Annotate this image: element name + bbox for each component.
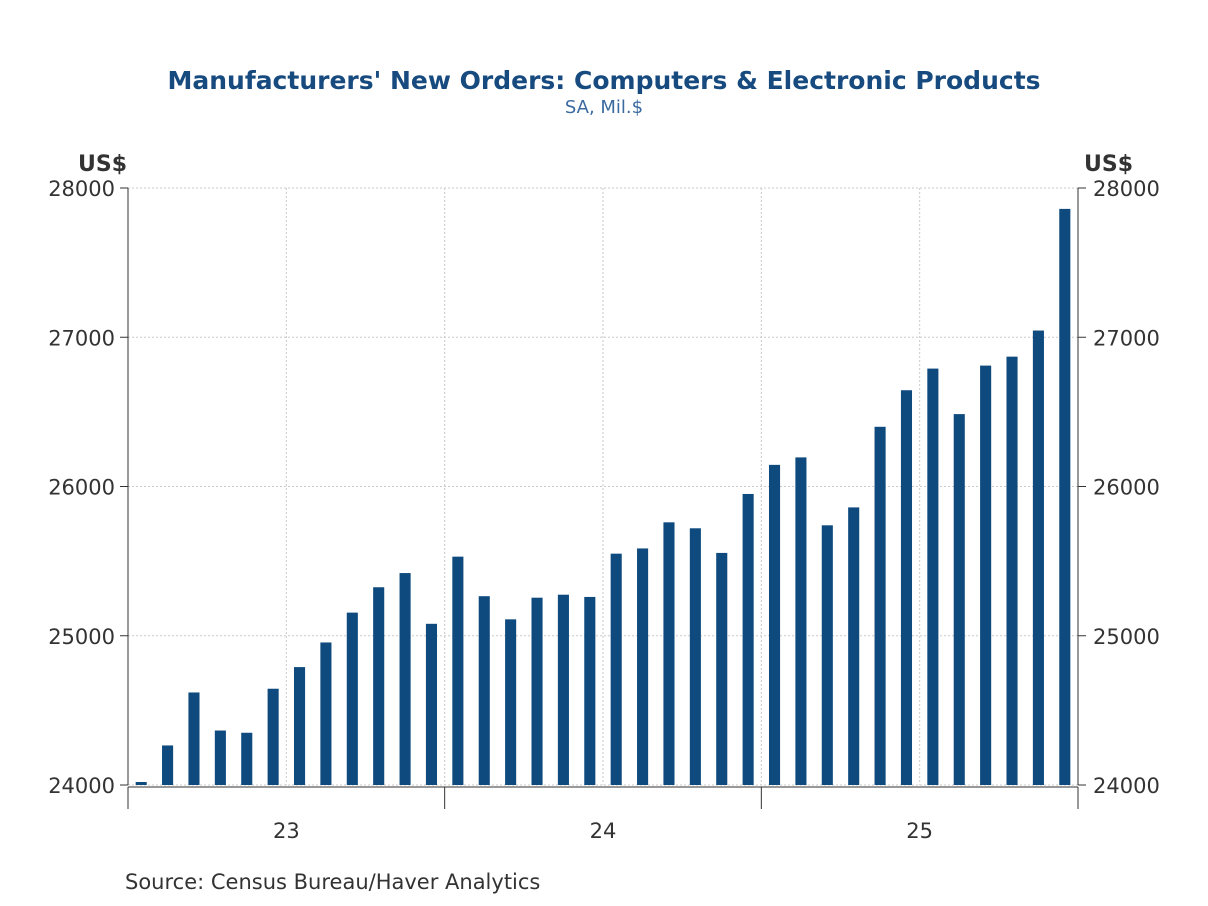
source-note: Source: Census Bureau/Haver Analytics xyxy=(125,870,541,894)
bar-Sep-23 xyxy=(505,619,517,785)
bar-Jun-24 xyxy=(742,493,754,785)
left-y-tick-label: 24000 xyxy=(48,774,115,798)
bar-Jun-25 xyxy=(1059,208,1071,785)
right-y-tick-label: 26000 xyxy=(1093,476,1160,500)
x-year-label: 25 xyxy=(906,819,933,843)
bar-Feb-25 xyxy=(953,414,965,785)
bar-Jan-25 xyxy=(927,368,939,785)
chart-title: Manufacturers' New Orders: Computers & E… xyxy=(167,66,1041,95)
right-y-tick-label: 24000 xyxy=(1093,774,1160,798)
bar-Apr-25 xyxy=(1006,356,1018,785)
bar-Nov-24 xyxy=(874,426,886,785)
bar-Aug-23 xyxy=(478,596,490,785)
bar-Jan-23 xyxy=(293,667,306,785)
bar-Mar-25 xyxy=(980,365,992,785)
bar-Aug-24 xyxy=(795,457,807,785)
right-y-tick-label: 28000 xyxy=(1093,177,1160,201)
left-y-tick-label: 25000 xyxy=(48,625,115,649)
bar-Apr-24 xyxy=(689,528,701,785)
bar-Jan-24 xyxy=(610,553,622,785)
left-axis-unit: US$ xyxy=(78,152,127,177)
bar-Jul-23 xyxy=(452,556,464,785)
right-y-tick-label: 25000 xyxy=(1093,625,1160,649)
bar-Sep-24 xyxy=(821,525,833,785)
right-y-tick-label: 27000 xyxy=(1093,326,1160,350)
bar-Nov-22 xyxy=(241,732,253,785)
x-year-label: 24 xyxy=(590,819,617,843)
bar-Oct-23 xyxy=(531,597,543,785)
left-y-tick-label: 26000 xyxy=(48,476,115,500)
chart-subtitle: SA, Mil.$ xyxy=(564,97,644,118)
bar-Mar-24 xyxy=(663,522,675,785)
bar-Mar-23 xyxy=(346,612,358,785)
bar-Dec-24 xyxy=(900,390,913,785)
x-year-label: 23 xyxy=(273,819,300,843)
right-axis-unit: US$ xyxy=(1084,152,1133,177)
bar-Oct-24 xyxy=(848,507,860,785)
bar-Jul-24 xyxy=(768,464,781,785)
bar-Sep-22 xyxy=(188,692,200,785)
bar-Aug-22 xyxy=(162,745,174,785)
bar-Dec-23 xyxy=(584,596,596,785)
bar-Apr-23 xyxy=(373,587,385,785)
bar-Jun-23 xyxy=(425,623,438,785)
left-y-tick-label: 28000 xyxy=(48,177,115,201)
bar-May-24 xyxy=(716,552,728,785)
bar-Feb-24 xyxy=(637,548,649,785)
bar-May-23 xyxy=(399,573,411,785)
bar-Nov-23 xyxy=(557,594,569,785)
bar-Jul-22 xyxy=(135,782,147,785)
bar-May-25 xyxy=(1032,330,1044,785)
bar-Oct-22 xyxy=(214,730,226,785)
bar-Feb-23 xyxy=(320,642,332,785)
left-y-tick-label: 27000 xyxy=(48,326,115,350)
bar-Dec-22 xyxy=(267,688,279,785)
